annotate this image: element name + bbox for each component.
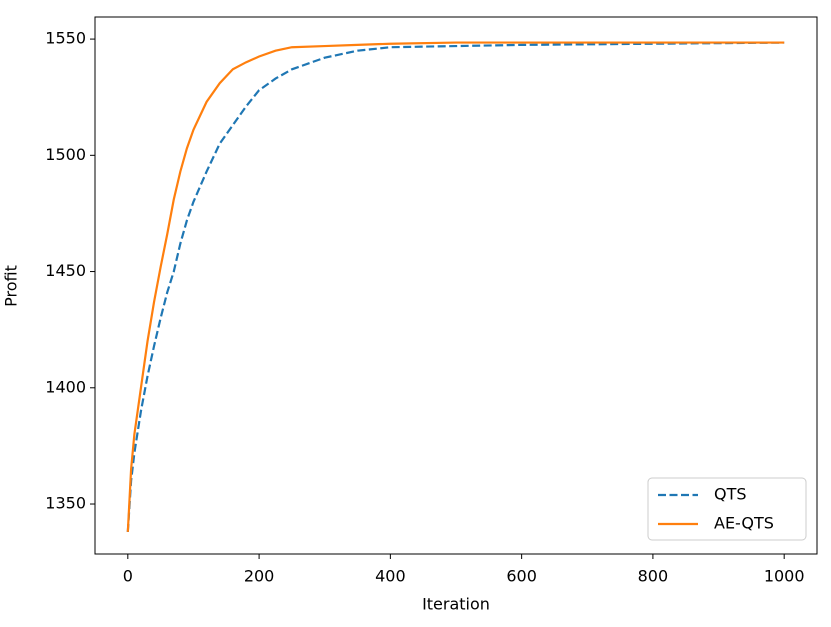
x-tick-label: 400 [375, 567, 406, 586]
x-tick-label: 200 [244, 567, 275, 586]
legend-label: QTS [714, 485, 747, 504]
y-axis-label: Profit [2, 265, 21, 307]
x-tick-label: 600 [506, 567, 537, 586]
line-series [126, 41, 785, 532]
y-tick-label: 1350 [45, 494, 86, 513]
line-series [126, 41, 785, 532]
legend-label: AE-QTS [714, 514, 774, 533]
y-tick-label: 1550 [45, 29, 86, 48]
x-tick-label: 0 [123, 567, 133, 586]
plot-frame [94, 16, 818, 555]
x-tick-label: 800 [638, 567, 669, 586]
x-axis-label: Iteration [422, 595, 490, 614]
y-tick-label: 1400 [45, 377, 86, 396]
y-tick-label: 1500 [45, 145, 86, 164]
x-tick-label: 1000 [764, 567, 805, 586]
y-tick-label: 1450 [45, 261, 86, 280]
